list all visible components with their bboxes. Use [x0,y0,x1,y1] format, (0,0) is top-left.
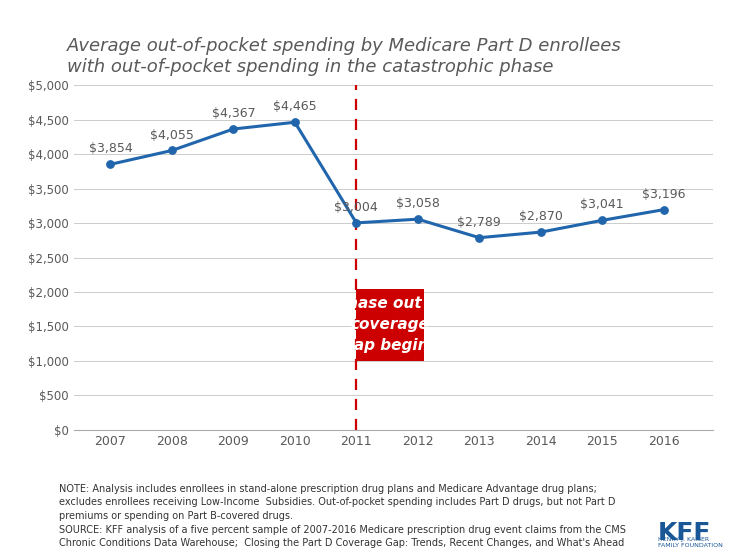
Point [228,125,240,133]
Text: $2,789: $2,789 [457,216,501,229]
Point [351,219,362,228]
Point [535,228,547,236]
Point [473,233,485,242]
Text: $4,465: $4,465 [273,100,317,114]
Text: NOTE: Analysis includes enrollees in stand-alone prescription drug plans and Med: NOTE: Analysis includes enrollees in sta… [59,484,625,548]
Text: $4,367: $4,367 [212,107,255,120]
Text: KFF: KFF [658,521,711,545]
Point [596,216,608,225]
Text: $3,041: $3,041 [581,198,624,212]
Text: $3,854: $3,854 [88,142,132,155]
Text: $3,004: $3,004 [334,201,379,214]
Point [289,118,301,127]
Text: $2,870: $2,870 [519,210,563,223]
Point [658,206,670,214]
Text: $3,058: $3,058 [396,197,440,210]
Point [412,215,423,224]
Point [166,146,178,155]
FancyBboxPatch shape [356,289,424,361]
Point [104,160,116,169]
Text: Average out-of-pocket spending by Medicare Part D enrollees
with out-of-pocket s: Average out-of-pocket spending by Medica… [67,37,622,75]
Text: HENRY J. KAISER
FAMILY FOUNDATION: HENRY J. KAISER FAMILY FOUNDATION [658,537,723,548]
Text: Phase out of
coverage
gap begins: Phase out of coverage gap begins [336,296,444,353]
Text: $3,196: $3,196 [642,188,686,201]
Text: $4,055: $4,055 [150,128,194,142]
